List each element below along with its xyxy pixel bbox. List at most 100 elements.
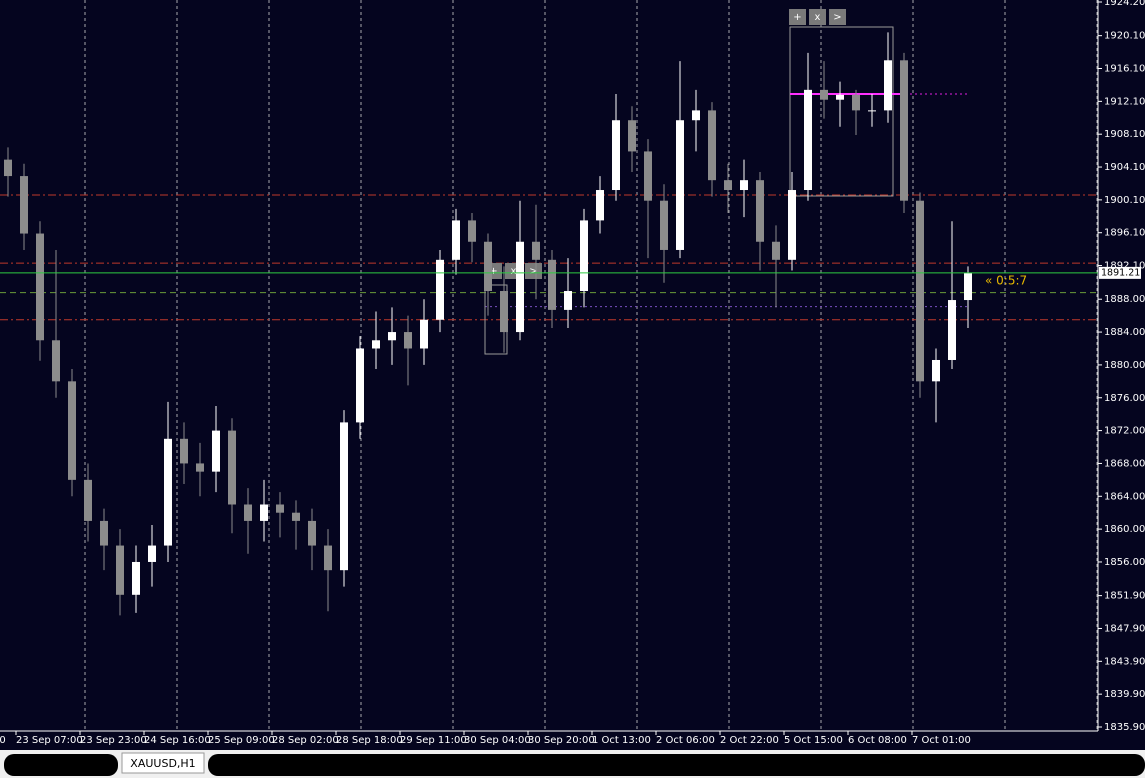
x-tick-label: 24 Sep 16:00: [144, 735, 211, 746]
candle-body: [292, 512, 300, 521]
tab-scroll: [208, 754, 1145, 776]
candle-body: [532, 241, 540, 260]
candle-body: [932, 359, 940, 382]
candle-body: [724, 180, 732, 191]
candle-body: [644, 151, 652, 201]
candle-body: [4, 159, 12, 177]
candle-body: [36, 233, 44, 341]
y-tick-label: 1896.10: [1104, 228, 1145, 239]
x-tick-label: 1 Oct 13:00: [592, 735, 651, 746]
x-tick-label: 7 Oct 01:00: [912, 735, 971, 746]
candle-body: [820, 89, 828, 100]
candle-body: [20, 176, 28, 234]
x-tick-label: 5 Oct 15:00: [784, 735, 843, 746]
price-box: [1099, 266, 1141, 279]
candle-body: [420, 319, 428, 349]
candle-body: [548, 259, 556, 310]
candle-body: [260, 504, 268, 521]
y-tick-label: 1851.90: [1104, 591, 1145, 602]
y-tick-label: 1876.00: [1104, 393, 1145, 404]
x-tick-label: 6 Oct 08:00: [848, 735, 907, 746]
candle-body: [340, 422, 348, 571]
candle-body: [132, 561, 140, 595]
y-tick-label: 1912.10: [1104, 96, 1145, 107]
y-tick-label: 1856.00: [1104, 557, 1145, 568]
x-tick-label: 25 Sep 09:00: [208, 735, 275, 746]
candle-body: [164, 438, 172, 546]
tab[interactable]: [121, 752, 205, 774]
candle-body: [100, 520, 108, 546]
y-tick-label: 1892.10: [1104, 261, 1145, 272]
tool-button[interactable]: [789, 9, 806, 25]
tool-button-label: x: [511, 266, 517, 277]
x-tick-label: 28 Sep 02:00: [272, 735, 339, 746]
x-tick-label: 2 Oct 06:00: [656, 735, 715, 746]
candle-body: [580, 220, 588, 292]
tool-button-label: x: [815, 12, 821, 23]
candle-body: [804, 89, 812, 191]
tab-label[interactable]: XAUUSD,H1: [130, 757, 195, 770]
candle-body: [468, 220, 476, 242]
x-tick-label: 30 Sep 20:00: [528, 735, 595, 746]
candle-body: [564, 291, 572, 310]
y-tick-label: 1924.20: [1104, 0, 1145, 8]
tool-button-label: >: [833, 12, 841, 23]
x-tick-label: 00: [0, 735, 6, 746]
x-tick-label: 2 Oct 22:00: [720, 735, 779, 746]
tool-button[interactable]: [809, 9, 826, 25]
candle-body: [52, 340, 60, 382]
candle-body: [276, 504, 284, 513]
candle-body: [68, 381, 76, 480]
y-tick-label: 1880.00: [1104, 360, 1145, 371]
timer: « 0:5:7: [985, 274, 1027, 288]
x-tick-label: 29 Sep 11:00: [400, 735, 467, 746]
candle-body: [836, 94, 844, 100]
candle-body: [676, 120, 684, 250]
candle-body: [916, 200, 924, 382]
candle-body: [516, 241, 524, 333]
x-tick-label: 23 Sep 23:00: [80, 735, 147, 746]
candle-body: [756, 180, 764, 242]
candle-body: [372, 340, 380, 349]
candle-body: [116, 545, 124, 595]
tab-scroll: [4, 754, 118, 776]
x-tick-label: 23 Sep 07:00: [16, 735, 83, 746]
candle-body: [388, 332, 396, 341]
y-tick-label: 1860.00: [1104, 524, 1145, 535]
candle-body: [196, 463, 204, 472]
y-tick-label: 1839.90: [1104, 689, 1145, 700]
tool-button[interactable]: [829, 9, 846, 25]
y-tick-label: 1835.90: [1104, 722, 1145, 733]
candle-body: [228, 430, 236, 505]
plot: 1924.20 1920.10 1916.10 1912.10 1908.10 1904.…: [0, 0, 1145, 746]
tool-button[interactable]: [525, 263, 542, 279]
candle-body: [772, 241, 780, 260]
y-tick-label: 1920.10: [1104, 31, 1145, 42]
candle-body: [212, 430, 220, 472]
y-tick-label: 1847.90: [1104, 623, 1145, 634]
tool-button-label: +: [489, 266, 497, 277]
candle-body: [964, 272, 972, 301]
candle-body: [452, 220, 460, 260]
candle-body: [628, 120, 636, 152]
candle-body: [948, 300, 956, 360]
tool-button-label: >: [529, 266, 537, 277]
candle-body: [740, 180, 748, 191]
box-tool: [789, 26, 894, 197]
candle-body: [404, 332, 412, 349]
y-tick-label: 1916.10: [1104, 64, 1145, 75]
candle-body: [84, 479, 92, 521]
y-tick-label: 1864.00: [1104, 491, 1145, 502]
candle-body: [484, 241, 492, 292]
candle-body: [596, 190, 604, 221]
x-tick-label: 28 Sep 18:00: [336, 735, 403, 746]
candle-body: [612, 120, 620, 191]
candle-body: [244, 504, 252, 521]
candle-body: [356, 348, 364, 423]
candle-body: [708, 110, 716, 181]
tool-button-label: +: [793, 12, 801, 23]
candle-body: [852, 94, 860, 111]
